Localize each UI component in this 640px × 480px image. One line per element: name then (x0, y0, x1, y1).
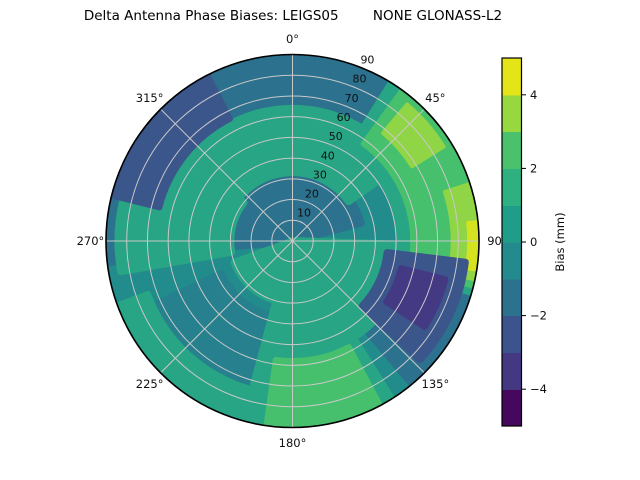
radial-tick-label-80: 80 (353, 73, 367, 86)
colorbar-tick-label-2: 2 (530, 161, 537, 175)
radial-tick-label-20: 20 (305, 188, 319, 201)
grid-spoke-225 (160, 240, 293, 374)
colorbar-tick-label-0: 0 (530, 235, 537, 249)
colorbar-segment-4 (502, 242, 522, 280)
grid-spoke-135 (292, 240, 425, 374)
colorbar-segment-7 (502, 131, 522, 169)
angular-tick-label-135: 135° (422, 377, 450, 391)
radial-tick-label-10: 10 (297, 207, 311, 220)
grid-spoke-315 (160, 108, 293, 242)
angular-tick-label-315: 315° (136, 91, 164, 105)
colorbar-segment-1 (502, 352, 522, 390)
radial-tick-label-30: 30 (313, 168, 327, 181)
radial-tick-label-40: 40 (321, 149, 335, 162)
angular-tick-label-45: 45° (425, 91, 445, 105)
colorbar-segment-3 (502, 278, 522, 317)
colorbar-segment-0 (502, 389, 522, 427)
colorbar-axis-label: Bias (mm) (553, 212, 567, 271)
colorbar-segment-2 (502, 315, 522, 353)
colorbar-segment-6 (502, 168, 522, 206)
colorbar-segment-9 (502, 58, 522, 96)
radial-tick-label-60: 60 (337, 111, 351, 124)
radial-tick-label-50: 50 (329, 130, 343, 143)
polar-outer-edge (105, 53, 480, 429)
colorbar-segment-8 (502, 94, 522, 133)
colorbar: 4 2 0 −2 −4 Bias (mm) (501, 57, 567, 427)
colorbar-tick-label--2: −2 (530, 309, 547, 323)
angular-tick-label-225: 225° (136, 377, 164, 391)
radial-tick-label-70: 70 (345, 92, 359, 105)
colorbar-segment-5 (502, 205, 522, 243)
radial-tick-label-90: 90 (360, 54, 374, 67)
grid-spoke-45 (292, 108, 425, 242)
colorbar-tick-label--4: −4 (530, 382, 547, 396)
polar-grid (105, 53, 480, 429)
angular-tick-label-0: 0° (286, 32, 299, 46)
colorbar-tick-label-4: 4 (530, 88, 537, 102)
chart-title: Delta Antenna Phase Biases: LEIGS05 NONE… (83, 8, 503, 24)
angular-tick-label-270: 270° (77, 234, 105, 248)
angular-tick-label-180: 180° (279, 436, 307, 450)
angular-tick-label-90: 90 (487, 234, 502, 248)
contour-region-right-blue-patch-core (383, 265, 449, 330)
contour-region-upper-right-bright-patch (381, 102, 446, 169)
